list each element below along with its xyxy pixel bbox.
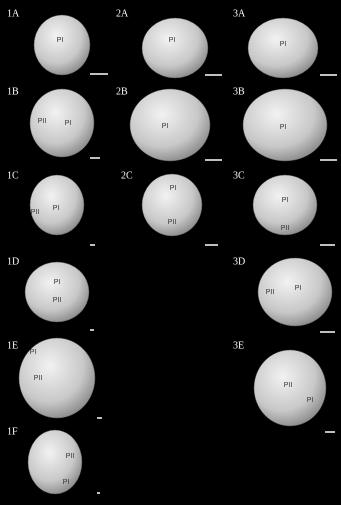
panel-label: 1D (7, 256, 19, 267)
shell-part-label: PII (38, 118, 47, 125)
panel-label: 1A (7, 8, 20, 19)
shell-part-label: PI (30, 349, 37, 356)
shell-image (257, 257, 333, 327)
panel-label: 1E (7, 340, 18, 351)
panel-label: 3C (233, 170, 245, 181)
shell-part-label: PI (170, 185, 177, 192)
panel-label: 2C (121, 170, 133, 181)
panel-label: 2A (116, 8, 129, 19)
shell-image (247, 17, 319, 79)
panel-label: 3A (233, 8, 246, 19)
shell-part-label: PI (53, 205, 60, 212)
shell-part-label: PI (282, 197, 289, 204)
shell-image (129, 88, 211, 162)
panel-label: 3D (233, 256, 245, 267)
shell-part-label: PI (169, 37, 176, 44)
panel-label: 3E (233, 340, 244, 351)
panel-label: 1B (7, 86, 19, 97)
shell-image (242, 88, 328, 162)
shell-image (27, 429, 83, 495)
shell-part-label: PI (65, 120, 72, 127)
panel-label: 2B (116, 86, 128, 97)
shell-image (24, 261, 90, 323)
shell-part-label: PI (54, 279, 61, 286)
shell-part-label: PII (266, 289, 275, 296)
shell-part-label: PII (168, 219, 177, 226)
shell-image (252, 174, 318, 236)
shell-part-label: PII (34, 375, 43, 382)
shell-image (253, 349, 327, 427)
shell-image (141, 173, 203, 237)
shell-part-label: PI (280, 124, 287, 131)
shell-image (18, 337, 96, 419)
shell-part-label: PII (31, 209, 40, 216)
shell-image (33, 14, 91, 76)
shell-image (141, 17, 209, 79)
shell-part-label: PI (63, 479, 70, 486)
shell-part-label: PI (280, 41, 287, 48)
shell-part-label: PII (284, 382, 293, 389)
shell-part-label: PII (66, 453, 75, 460)
shell-part-label: PII (53, 297, 62, 304)
shell-image (29, 88, 95, 158)
shell-part-label: PII (281, 225, 290, 232)
shell-part-label: PI (162, 123, 169, 130)
panel-label: 1C (7, 170, 19, 181)
panel-label: 1F (7, 426, 18, 437)
panel-label: 3B (233, 86, 245, 97)
shell-part-label: PI (307, 397, 314, 404)
shell-part-label: PI (57, 37, 64, 44)
shell-part-label: PI (295, 285, 302, 292)
shell-image (29, 174, 85, 236)
